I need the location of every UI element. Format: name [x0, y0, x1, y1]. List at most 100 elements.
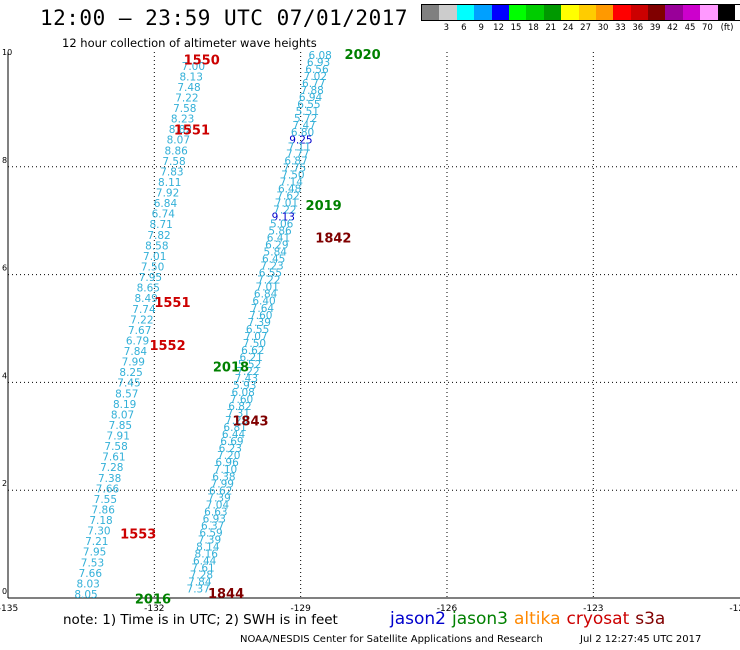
swh-value: 7.04	[206, 499, 230, 511]
legend-labels: 3 6 9 12 15 18 21 24 27 30 33 36 39 42 45 70 (ft)	[421, 21, 740, 35]
legend-swatch	[648, 5, 666, 20]
swh-value: 8.03	[76, 578, 99, 590]
swh-value: 7.22	[130, 314, 153, 326]
swh-value: 6.79	[126, 335, 149, 347]
legend-swatch	[717, 5, 736, 20]
swh-value: 7.58	[173, 103, 196, 115]
y-tick-label: 4	[2, 371, 7, 380]
swh-value: 5.72	[294, 113, 317, 125]
y-tick-label: 2	[2, 479, 7, 488]
swh-value: 7.01	[275, 197, 298, 209]
swh-value: 7.28	[100, 462, 123, 474]
swh-value: 7.84	[124, 346, 148, 358]
x-tick-label: -129	[290, 604, 311, 614]
swh-value: 7.53	[81, 557, 104, 569]
swh-value: 7.67	[128, 325, 151, 337]
legend-label: 12	[493, 23, 505, 33]
swh-value: 6.29	[265, 240, 288, 252]
swh-value: 7.50	[141, 262, 164, 274]
x-tick-label: -132	[144, 604, 164, 614]
pass-number-label: 1553	[120, 528, 156, 543]
swh-value: 7.77	[286, 148, 309, 160]
legend-swatch	[700, 5, 718, 20]
legend-label: 15	[510, 23, 522, 33]
swh-value: 8.23	[171, 114, 194, 126]
y-tick-label: 6	[2, 264, 7, 273]
swh-value: 8.16	[195, 549, 219, 561]
swh-value: 8.13	[180, 71, 203, 83]
swh-value: 7.74	[132, 304, 156, 316]
y-tick-label: 10	[2, 48, 12, 57]
swh-value: 6.62	[241, 345, 264, 357]
swh-value: 6.23	[219, 443, 242, 455]
swh-value: 7.60	[230, 394, 253, 406]
swh-value: 8.65	[137, 283, 160, 295]
swh-value: 5.84	[264, 247, 288, 259]
swh-value: 8.07	[111, 409, 134, 421]
satellite-key-cryosat: cryosat	[566, 609, 630, 629]
legend-swatch	[630, 5, 649, 20]
x-tick-label: -135	[0, 604, 18, 614]
swh-value: 7.99	[122, 357, 145, 369]
legend-swatch	[526, 5, 544, 20]
swh-value: 8.07	[167, 135, 190, 147]
swh-value: 8.19	[113, 399, 136, 411]
legend-swatch	[543, 5, 562, 20]
legend-label: 9	[478, 23, 484, 33]
swh-value: 7.99	[211, 478, 234, 490]
legend-color-bar	[421, 4, 740, 21]
pass-number-label: 1550	[184, 53, 220, 68]
swh-value: 6.55	[246, 324, 269, 336]
swh-value: 8.82	[169, 124, 192, 136]
legend-label: 24	[562, 23, 574, 33]
swh-value: 9.25	[289, 134, 312, 146]
pass-number-label: 2019	[306, 199, 342, 214]
swh-value: 7.84	[188, 577, 212, 589]
page-title: 12:00 — 23:59 UTC 07/01/2017	[40, 6, 409, 30]
pass-number-label: 1843	[232, 415, 268, 430]
credit-line: NOAA/NESDIS Center for Satellite Applica…	[240, 634, 543, 645]
swh-value: 7.60	[249, 310, 272, 322]
legend-swatch	[665, 5, 683, 20]
swh-value: 7.61	[102, 452, 125, 464]
swh-value: 6.84	[154, 198, 178, 210]
swh-value: 7.02	[304, 71, 327, 83]
swh-value: 8.49	[134, 293, 157, 305]
swh-value: 5.86	[268, 226, 292, 238]
swh-value: 6.44	[193, 556, 217, 568]
generated-timestamp: Jul 2 12:27:45 UTC 2017	[580, 634, 702, 645]
legend-label: 70	[701, 23, 713, 33]
satellite-key-altika: altika	[514, 609, 561, 629]
swh-value: 7.58	[162, 156, 185, 168]
swh-value: 6.59	[199, 527, 222, 539]
swh-value: 8.71	[149, 219, 172, 231]
swh-value: 7.22	[175, 92, 198, 104]
legend-swatch	[595, 5, 614, 20]
legend-swatch	[456, 5, 475, 20]
swh-value: 7.92	[156, 188, 179, 200]
swh-value: 7.30	[87, 526, 110, 538]
pass-number-label: 2020	[345, 48, 381, 63]
swh-value: 7.64	[251, 303, 275, 315]
swh-value: 9.13	[272, 211, 295, 223]
legend-label: 39	[649, 23, 661, 33]
swh-value: 6.80	[291, 127, 314, 139]
swh-value: 7.91	[107, 431, 130, 443]
swh-value: 6.87	[284, 155, 307, 167]
legend-swatch	[613, 5, 631, 20]
swh-value: 6.08	[308, 50, 331, 62]
swh-value: 7.23	[260, 261, 283, 273]
swh-value: 7.20	[217, 450, 240, 462]
swh-value: 7.07	[244, 331, 267, 343]
page-subtitle: 12 hour collection of altimeter wave hei…	[62, 36, 317, 50]
swh-value: 7.00	[182, 61, 205, 73]
color-legend: 3 6 9 12 15 18 21 24 27 30 33 36 39 42 45 70 (ft)	[421, 4, 740, 35]
swh-value: 7.66	[96, 483, 120, 495]
swh-value: 7.21	[85, 536, 108, 548]
x-tick-label: -126	[437, 604, 458, 614]
legend-label: 36	[632, 23, 644, 33]
swh-value: 6.63	[204, 506, 227, 518]
legend-swatch	[561, 5, 579, 20]
swh-value: 7.85	[109, 420, 132, 432]
swh-value: 7.43	[235, 373, 258, 385]
